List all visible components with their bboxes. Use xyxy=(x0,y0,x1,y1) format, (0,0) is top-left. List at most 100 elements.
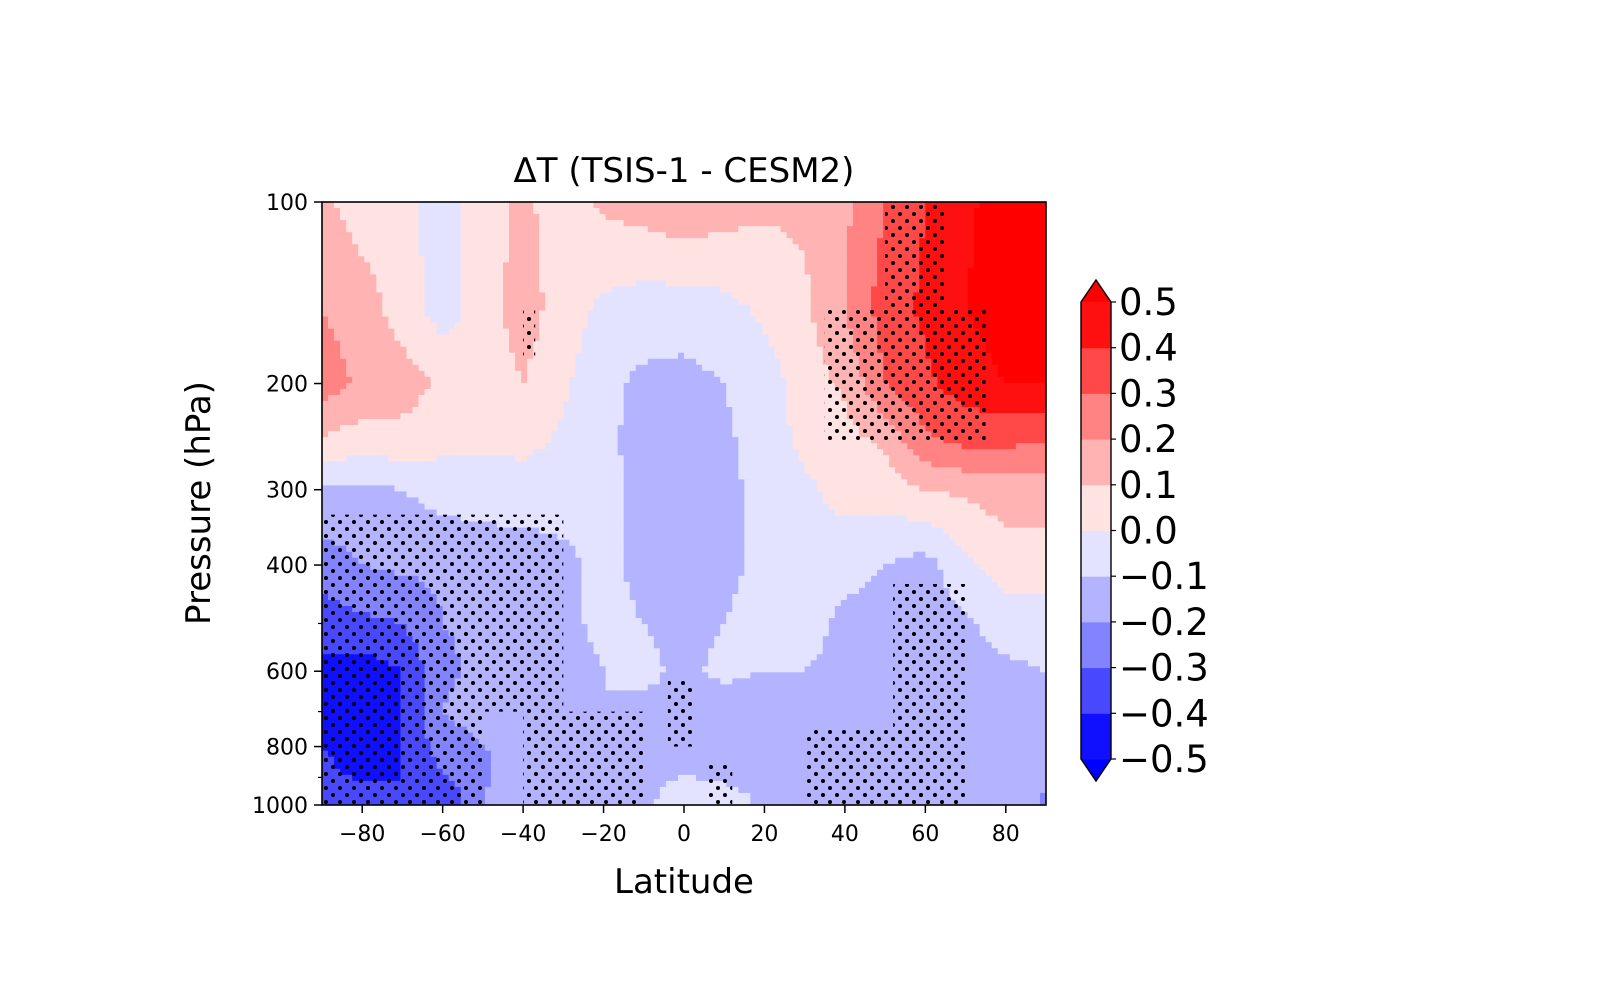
contour-cell xyxy=(418,304,426,312)
contour-cell xyxy=(635,376,643,384)
contour-cell xyxy=(840,298,848,306)
contour-cell xyxy=(358,431,365,438)
contour-cell xyxy=(677,340,685,348)
contour-cell xyxy=(828,298,836,306)
contour-cell xyxy=(382,382,389,390)
contour-cell xyxy=(1009,250,1017,257)
contour-cell xyxy=(696,346,703,354)
contour-cell xyxy=(448,256,456,263)
contour-cell xyxy=(665,226,673,233)
contour-cell xyxy=(629,226,637,233)
contour-cell xyxy=(726,274,733,281)
contour-cell xyxy=(370,298,377,306)
contour-cell xyxy=(605,358,613,366)
contour-cell xyxy=(563,256,570,263)
contour-cell xyxy=(322,419,329,426)
contour-cell xyxy=(340,208,347,215)
contour-cell xyxy=(557,419,564,426)
contour-cell xyxy=(406,376,414,384)
contour-cell xyxy=(569,274,576,281)
contour-cell xyxy=(786,370,794,378)
contour-cell xyxy=(671,431,679,438)
contour-cell xyxy=(877,256,884,263)
contour-cell xyxy=(346,250,353,257)
contour-cell xyxy=(334,352,341,360)
contour-cell xyxy=(346,322,353,330)
contour-cell xyxy=(780,370,788,378)
contour-cell xyxy=(714,376,721,384)
contour-cell xyxy=(780,244,788,251)
contour-cell xyxy=(744,328,751,336)
contour-cell xyxy=(611,352,619,360)
contour-cell xyxy=(732,244,739,251)
contour-cell xyxy=(569,328,576,336)
contour-cell xyxy=(726,202,733,209)
contour-cell xyxy=(961,304,969,312)
contour-cell xyxy=(328,310,335,318)
contour-cell xyxy=(442,214,450,221)
contour-cell xyxy=(1003,250,1011,257)
contour-cell xyxy=(358,316,365,324)
contour-cell xyxy=(593,437,601,444)
contour-cell xyxy=(503,370,510,378)
contour-cell xyxy=(997,407,1005,414)
contour-cell xyxy=(340,364,347,372)
contour-cell xyxy=(484,256,492,263)
contour-cell xyxy=(877,220,884,227)
contour-cell xyxy=(521,407,528,414)
contour-cell xyxy=(496,310,504,318)
contour-cell xyxy=(1015,274,1023,281)
contour-cell xyxy=(840,214,848,221)
contour-cell xyxy=(690,214,697,221)
contour-cell xyxy=(478,449,486,456)
contour-cell xyxy=(388,262,395,269)
contour-cell xyxy=(605,419,613,426)
contour-cell xyxy=(647,226,655,233)
contour-cell xyxy=(991,413,999,420)
contour-cell xyxy=(400,382,408,390)
contour-cell xyxy=(858,214,866,221)
contour-cell xyxy=(635,202,643,209)
contour-cell xyxy=(659,382,667,390)
contour-cell xyxy=(394,208,402,215)
contour-cell xyxy=(442,286,450,294)
contour-cell xyxy=(575,328,583,336)
contour-cell xyxy=(665,244,673,251)
contour-cell xyxy=(1039,382,1046,390)
contour-cell xyxy=(545,364,552,372)
contour-cell xyxy=(623,400,631,408)
contour-cell xyxy=(641,358,649,366)
contour-cell xyxy=(1015,364,1023,372)
contour-cell xyxy=(509,214,516,221)
contour-cell xyxy=(665,232,673,239)
contour-cell xyxy=(708,250,715,257)
contour-cell xyxy=(569,400,576,408)
contour-cell xyxy=(1039,364,1046,372)
contour-cell xyxy=(515,370,522,378)
contour-cell xyxy=(641,443,649,450)
contour-cell xyxy=(744,407,751,414)
contour-cell xyxy=(653,280,661,288)
contour-cell xyxy=(611,425,619,432)
contour-cell xyxy=(629,280,637,288)
contour-cell xyxy=(979,250,987,257)
contour-cell xyxy=(605,274,613,281)
contour-cell xyxy=(328,443,335,450)
contour-cell xyxy=(605,322,613,330)
contour-cell xyxy=(647,443,655,450)
contour-cell xyxy=(1009,394,1017,402)
contour-cell xyxy=(599,322,607,330)
contour-cell xyxy=(852,256,860,263)
contour-cell xyxy=(364,437,371,444)
contour-cell xyxy=(496,346,504,354)
contour-cell xyxy=(605,310,613,318)
contour-cell xyxy=(708,280,715,288)
contour-cell xyxy=(985,310,993,318)
contour-cell xyxy=(382,280,389,288)
contour-cell xyxy=(726,220,733,227)
contour-cell xyxy=(1015,286,1023,294)
contour-cell xyxy=(605,425,613,432)
contour-cell xyxy=(346,437,353,444)
contour-cell xyxy=(424,274,432,281)
